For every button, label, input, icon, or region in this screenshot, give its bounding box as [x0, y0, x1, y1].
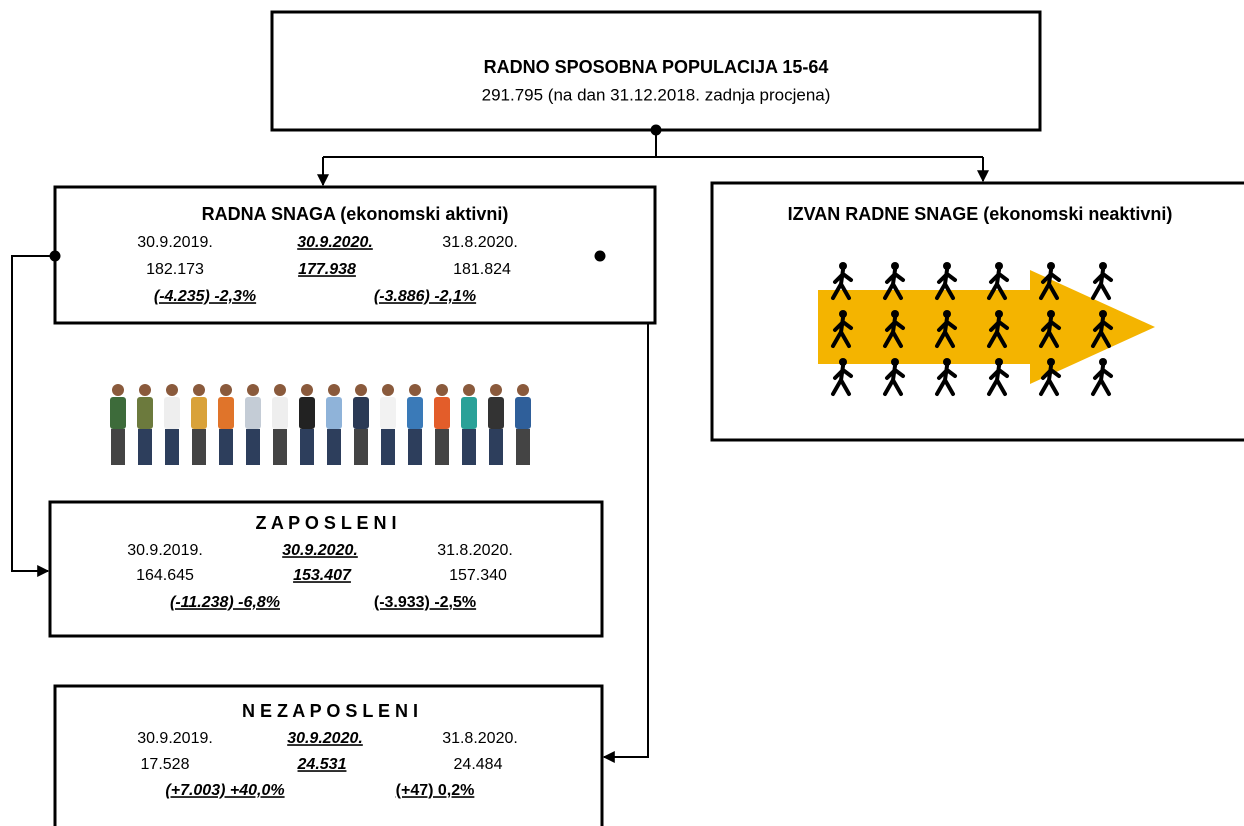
- date: 30.9.2019.: [137, 730, 213, 747]
- worker-head: [166, 384, 178, 396]
- worker: [353, 384, 369, 465]
- change: (-11.238) -6,8%: [170, 594, 280, 611]
- date: 30.9.2019.: [127, 542, 203, 559]
- worker: [245, 384, 261, 465]
- worker: [164, 384, 180, 465]
- value: 24.531: [297, 756, 347, 773]
- worker-torso: [488, 397, 504, 429]
- date: 31.8.2020.: [437, 542, 513, 559]
- worker-legs: [111, 429, 125, 465]
- worker-torso: [326, 397, 342, 429]
- worker-legs: [273, 429, 287, 465]
- value: 17.528: [141, 756, 190, 773]
- worker-legs: [408, 429, 422, 465]
- worker-head: [517, 384, 529, 396]
- worker-torso: [191, 397, 207, 429]
- change: (-4.235) -2,3%: [154, 288, 256, 305]
- worker-torso: [272, 397, 288, 429]
- worker-head: [193, 384, 205, 396]
- worker-torso: [218, 397, 234, 429]
- date: 31.8.2020.: [442, 234, 518, 251]
- change: (+7.003) +40,0%: [165, 782, 284, 799]
- worker: [299, 384, 315, 465]
- worker-head: [490, 384, 502, 396]
- worker-legs: [192, 429, 206, 465]
- worker-head: [220, 384, 232, 396]
- worker-head: [274, 384, 286, 396]
- date: 30.9.2020.: [297, 234, 373, 251]
- worker-head: [328, 384, 340, 396]
- worker: [326, 384, 342, 465]
- worker: [461, 384, 477, 465]
- worker-head: [355, 384, 367, 396]
- worker-head: [139, 384, 151, 396]
- value: 157.340: [449, 567, 507, 584]
- worker-head: [247, 384, 259, 396]
- worker-legs: [138, 429, 152, 465]
- worker: [380, 384, 396, 465]
- value: 164.645: [136, 567, 194, 584]
- worker-torso: [299, 397, 315, 429]
- worker-head: [436, 384, 448, 396]
- worker-torso: [461, 397, 477, 429]
- worker: [137, 384, 153, 465]
- change: (-3.886) -2,1%: [374, 288, 476, 305]
- worker-head: [301, 384, 313, 396]
- worker-head: [382, 384, 394, 396]
- box-title: Z A P O S L E N I: [255, 513, 396, 533]
- worker-legs: [381, 429, 395, 465]
- worker: [515, 384, 531, 465]
- worker-head: [463, 384, 475, 396]
- worker: [272, 384, 288, 465]
- worker: [407, 384, 423, 465]
- workers-illustration: [110, 384, 531, 465]
- worker-head: [409, 384, 421, 396]
- box-title: IZVAN RADNE SNAGE (ekonomski neaktivni): [788, 204, 1173, 224]
- worker-torso: [434, 397, 450, 429]
- value: 153.407: [293, 567, 352, 584]
- diagram: RADNO SPOSOBNA POPULACIJA 15-64 291.795 …: [0, 0, 1244, 826]
- worker-torso: [164, 397, 180, 429]
- worker-legs: [165, 429, 179, 465]
- value: 181.824: [453, 261, 511, 278]
- top-subtitle: 291.795 (na dan 31.12.2018. zadnja procj…: [482, 85, 831, 104]
- worker-legs: [435, 429, 449, 465]
- worker-legs: [354, 429, 368, 465]
- date: 30.9.2020.: [287, 730, 363, 747]
- change: (+47) 0,2%: [396, 782, 475, 799]
- worker-legs: [462, 429, 476, 465]
- value: 177.938: [298, 261, 356, 278]
- worker-legs: [246, 429, 260, 465]
- worker: [434, 384, 450, 465]
- worker: [110, 384, 126, 465]
- worker: [488, 384, 504, 465]
- value: 182.173: [146, 261, 204, 278]
- worker-torso: [110, 397, 126, 429]
- worker-torso: [353, 397, 369, 429]
- worker-legs: [219, 429, 233, 465]
- worker-torso: [515, 397, 531, 429]
- worker-head: [112, 384, 124, 396]
- date: 31.8.2020.: [442, 730, 518, 747]
- change: (-3.933) -2,5%: [374, 594, 476, 611]
- value: 24.484: [454, 756, 503, 773]
- worker: [218, 384, 234, 465]
- worker-torso: [407, 397, 423, 429]
- top-title: RADNO SPOSOBNA POPULACIJA 15-64: [484, 57, 829, 77]
- worker-legs: [327, 429, 341, 465]
- worker-legs: [489, 429, 503, 465]
- worker-torso: [380, 397, 396, 429]
- box-title: N E Z A P O S L E N I: [242, 701, 418, 721]
- worker: [191, 384, 207, 465]
- box-title: RADNA SNAGA (ekonomski aktivni): [202, 204, 509, 224]
- date: 30.9.2019.: [137, 234, 213, 251]
- worker-torso: [245, 397, 261, 429]
- date: 30.9.2020.: [282, 542, 358, 559]
- worker-legs: [300, 429, 314, 465]
- worker-torso: [137, 397, 153, 429]
- worker-legs: [516, 429, 530, 465]
